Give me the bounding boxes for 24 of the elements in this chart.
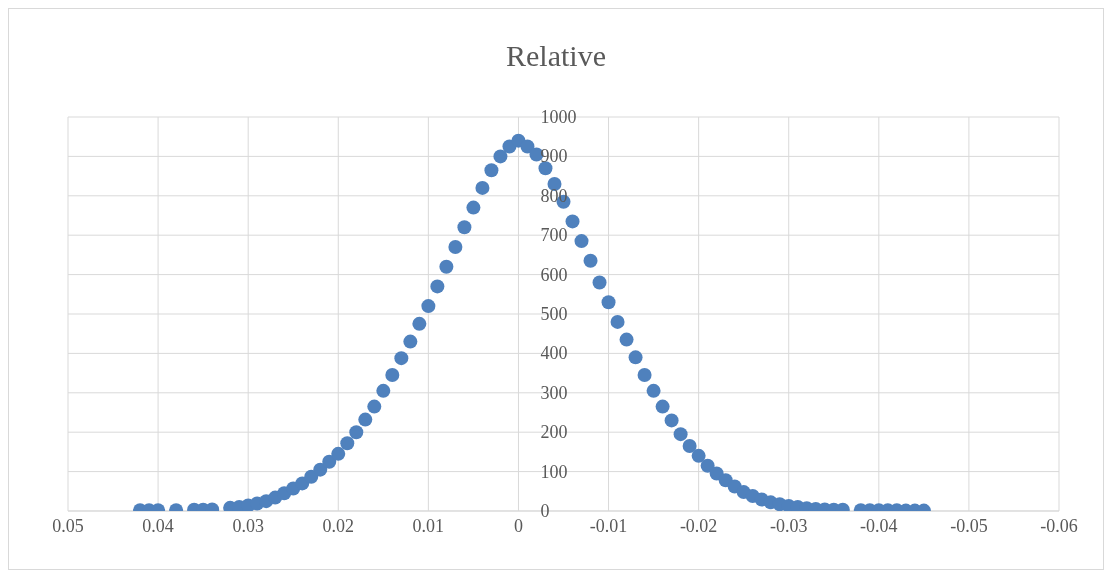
chart-title: Relative xyxy=(505,39,607,73)
x-tick-label: -0.01 xyxy=(589,515,628,536)
y-tick-label: 700 xyxy=(540,225,568,246)
x-tick-label: -0.05 xyxy=(950,515,988,536)
x-tick-label: 0 xyxy=(513,515,523,536)
y-tick-label: 900 xyxy=(540,146,568,167)
x-tick-label: 0.01 xyxy=(412,515,445,536)
y-tick-label: 1000 xyxy=(540,107,577,127)
x-tick-label: -0.04 xyxy=(860,515,898,536)
x-tick-label: -0.03 xyxy=(769,515,808,536)
x-tick-label: -0.02 xyxy=(679,515,718,536)
y-tick-label: 800 xyxy=(540,185,568,206)
y-tick-label: 200 xyxy=(540,422,568,443)
y-tick-label: 600 xyxy=(540,264,568,285)
x-tick-label: 0.02 xyxy=(322,515,355,536)
y-tick-label: 400 xyxy=(540,343,568,364)
x-tick-label: 0.04 xyxy=(142,515,174,536)
x-tick-label: 0.05 xyxy=(52,515,84,536)
y-tick-label: 100 xyxy=(540,461,568,482)
x-tick-label: 0.03 xyxy=(232,515,264,536)
y-tick-label: 500 xyxy=(540,304,568,324)
y-tick-label: 300 xyxy=(540,382,568,403)
y-tick-label: 0 xyxy=(540,501,550,521)
x-tick-label: -0.06 xyxy=(1040,515,1078,536)
